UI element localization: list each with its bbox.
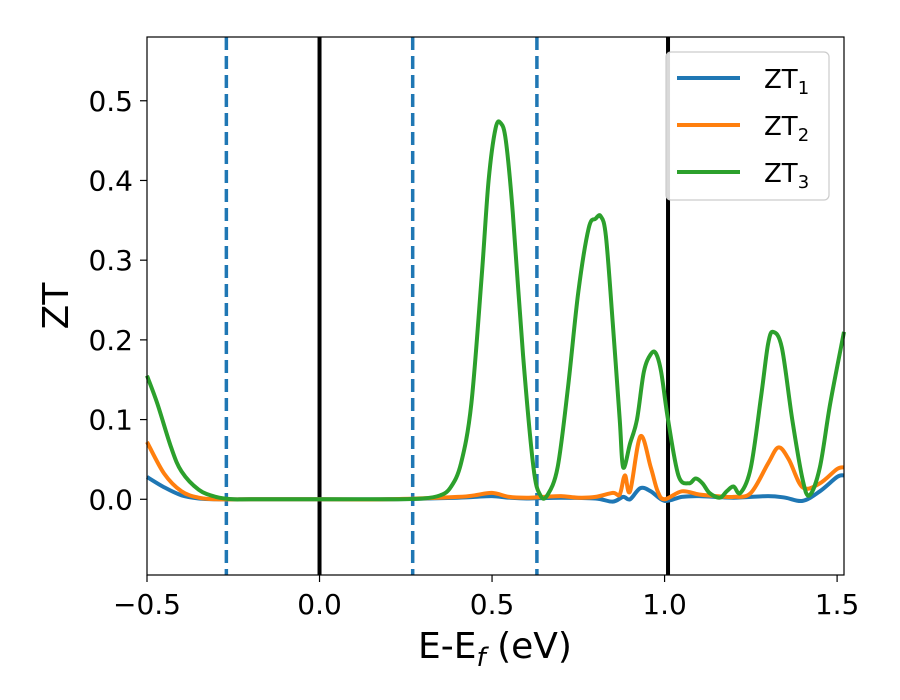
y-tick-label: 0.2 <box>88 324 133 357</box>
series-layer <box>145 119 846 504</box>
x-axis: −0.5 0.0 0.5 1.0 1.5 <box>113 575 859 621</box>
legend: ZT1 ZT2 ZT3 <box>665 51 830 201</box>
x-axis-label: E-Ef (eV) <box>418 626 572 673</box>
y-tick-label: 0.5 <box>88 85 133 118</box>
y-tick-label: 0.1 <box>88 404 133 437</box>
x-tick-label: 1.0 <box>642 588 687 621</box>
x-tick-label: 0.0 <box>297 588 342 621</box>
x-axis-label-main: E-E <box>418 626 476 667</box>
x-axis-label-suffix: (eV) <box>486 626 572 667</box>
y-axis-label: ZT <box>36 282 77 330</box>
legend-box <box>665 51 830 201</box>
legend-label-zt2: ZT2 <box>764 112 809 146</box>
series-line-zt3 <box>145 119 846 502</box>
x-tick-label: 0.5 <box>470 588 515 621</box>
y-tick-label: 0.0 <box>88 483 133 516</box>
y-axis: 0.0 0.1 0.2 0.3 0.4 0.5 <box>88 85 147 516</box>
plot-frame <box>146 36 845 576</box>
x-tick-label: −0.5 <box>113 588 181 621</box>
legend-label-zt3: ZT3 <box>764 159 809 193</box>
legend-label-zt1: ZT1 <box>764 65 809 99</box>
y-tick-label: 0.4 <box>88 164 133 197</box>
x-tick-label: 1.5 <box>815 588 860 621</box>
y-tick-label: 0.3 <box>88 244 133 277</box>
